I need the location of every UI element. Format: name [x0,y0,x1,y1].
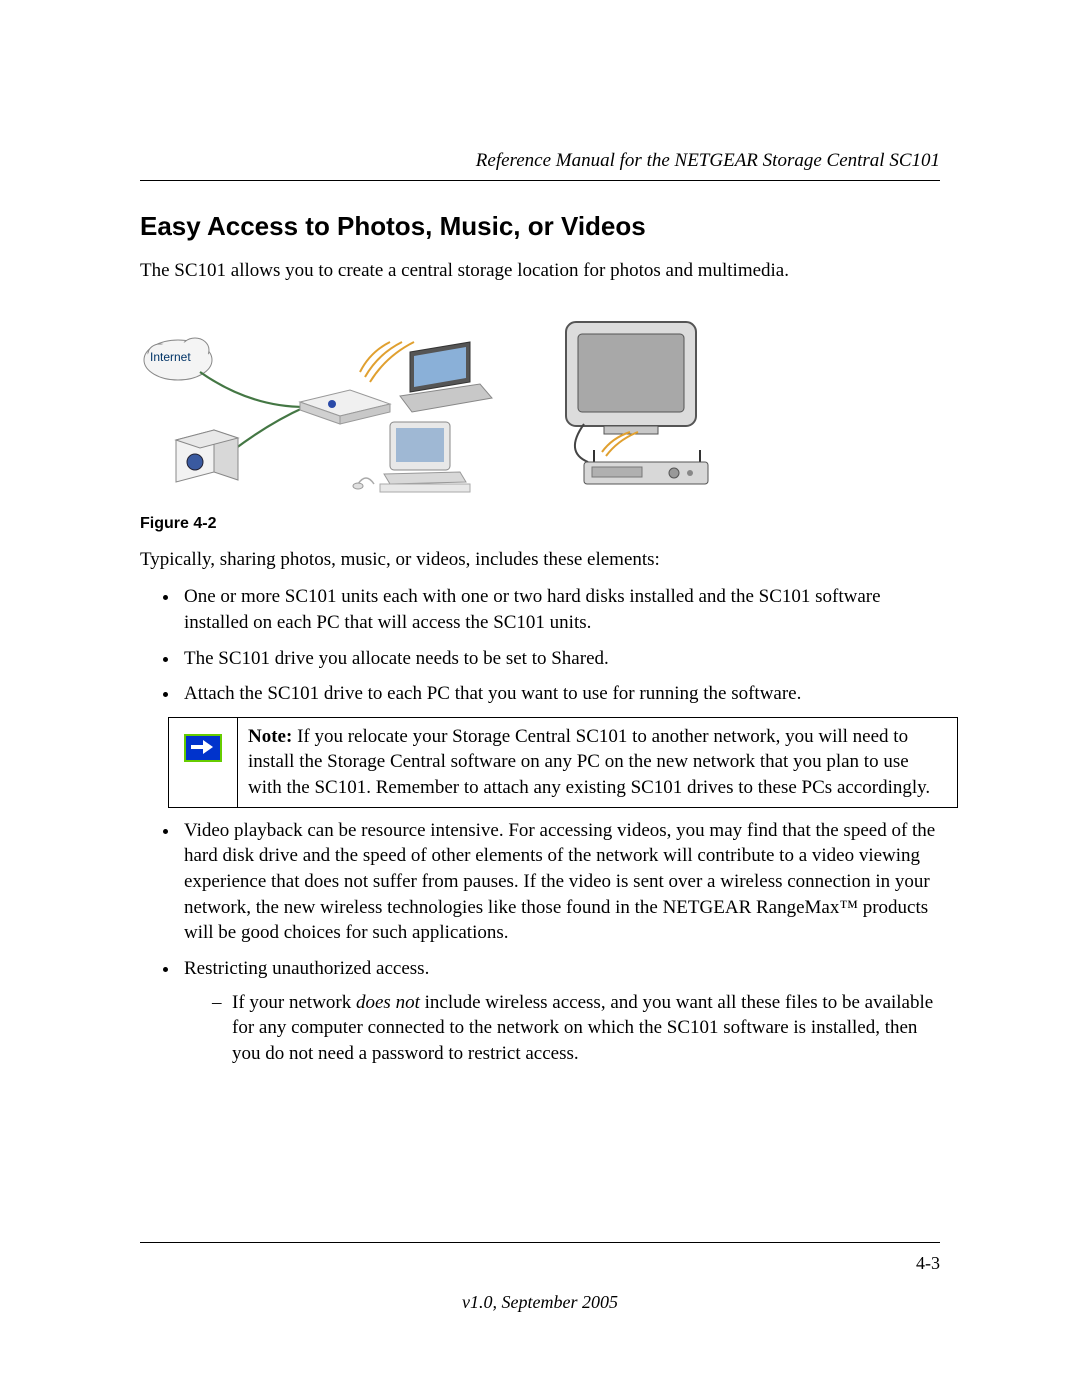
desktop-pc-icon [380,422,470,492]
mouse-icon [353,483,363,489]
router-icon [300,390,390,424]
page-footer: 4-3 v1.0, September 2005 [140,1242,940,1313]
av-cable-icon [575,424,588,462]
network-svg-left [140,312,500,497]
list-item: One or more SC101 units each with one or… [180,584,940,635]
sub-dash-list: If your network does not include wireles… [184,990,940,1067]
note-box: Note: If you relocate your Storage Centr… [168,717,958,808]
header-rule [140,180,940,181]
tv-svg-right [544,312,724,497]
typically-paragraph: Typically, sharing photos, music, or vid… [140,547,940,573]
section-intro: The SC101 allows you to create a central… [140,258,940,284]
footer-version: v1.0, September 2005 [140,1292,940,1313]
page-number: 4-3 [140,1253,940,1274]
bullet-5-text: Restricting unauthorized access. [184,958,429,979]
list-item: Restricting unauthorized access. If your… [180,956,940,1067]
document-page: Reference Manual for the NETGEAR Storage… [0,0,1080,1397]
note-body: If you relocate your Storage Central SC1… [248,726,930,798]
cable-icon [200,372,305,407]
list-item: Attach the SC101 drive to each PC that y… [180,681,940,707]
section-title: Easy Access to Photos, Music, or Videos [140,211,940,242]
main-bullet-list: One or more SC101 units each with one or… [140,584,940,707]
note-text-cell: Note: If you relocate your Storage Centr… [238,717,958,807]
list-item: Video playback can be resource intensive… [180,818,940,946]
note-arrow-icon [184,734,222,762]
wifi-waves-icon [602,432,638,456]
sub-text-em: does not [356,992,420,1013]
list-item: The SC101 drive you allocate needs to be… [180,646,940,672]
internet-label: Internet [150,350,191,364]
wifi-waves-icon [360,342,414,382]
tv-icon [566,322,696,434]
note-icon-cell [169,717,238,807]
footer-rule [140,1242,940,1243]
running-header: Reference Manual for the NETGEAR Storage… [140,150,940,172]
sc101-box-icon [176,430,238,482]
sub-text-pre: If your network [232,992,356,1013]
note-label: Note: [248,726,292,747]
main-bullet-list-continued: Video playback can be resource intensive… [140,818,940,1067]
sub-list-item: If your network does not include wireles… [212,990,940,1067]
media-player-icon [584,450,708,484]
network-diagram-left: Internet [140,312,500,497]
figure-4-2: Internet [140,312,940,497]
laptop-icon [400,342,492,412]
tv-diagram-right [544,312,724,497]
figure-caption: Figure 4-2 [140,515,940,533]
